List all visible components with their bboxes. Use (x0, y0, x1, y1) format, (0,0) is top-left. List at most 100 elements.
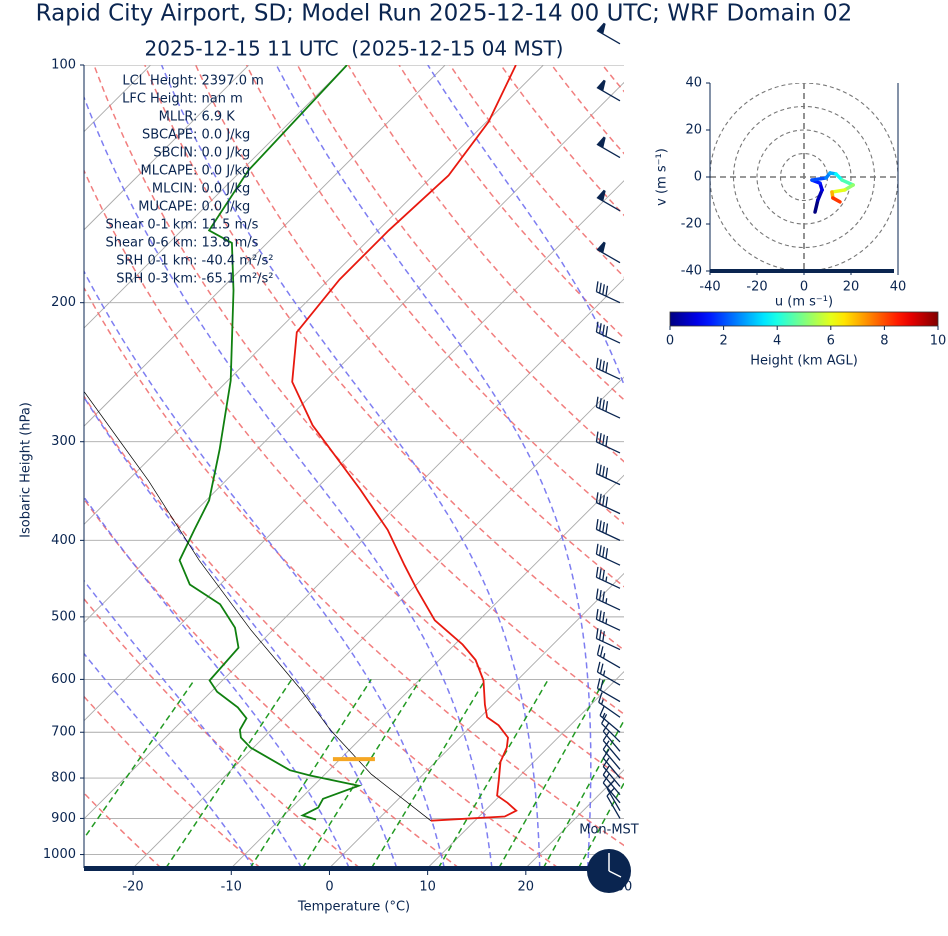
wind-barb (598, 692, 621, 718)
moist-adiabat (84, 652, 255, 868)
isotherm (84, 65, 446, 427)
mixing-line (542, 718, 624, 868)
annotation: MLLR: 6.9 K (159, 110, 236, 125)
x-axis-label: u (m s⁻¹) (775, 295, 833, 310)
x-tick-label: 40 (890, 280, 907, 295)
colorbar-label: Height (km AGL) (750, 354, 858, 369)
wind-barb (596, 22, 621, 45)
wind-barb (595, 396, 621, 419)
y-axis-label: Isobaric Height (hPa) (19, 402, 34, 538)
mixing-line (577, 781, 624, 868)
profile-line (291, 65, 518, 822)
moist-adiabat (84, 269, 446, 868)
isotherm (722, 65, 948, 868)
annotation: MLCAPE: 0.0 J/kg (141, 164, 251, 179)
isotherm (132, 376, 624, 868)
moist-adiabat (160, 65, 541, 868)
y-tick-label: -20 (681, 217, 702, 232)
moist-adiabat (84, 579, 303, 868)
dry-adiabat (245, 65, 624, 525)
dry-adiabat (194, 65, 624, 588)
dry-adiabat (84, 168, 624, 781)
isotherm (230, 474, 624, 868)
isotherm (525, 769, 624, 868)
skewt-axes: 100 200 300 400 500 600 700 800 900 1000 -20 -10 0 10… (19, 22, 639, 915)
wind-barb (606, 787, 621, 819)
colorbar-tick-label: 2 (719, 334, 727, 349)
wind-barb (602, 773, 621, 804)
annotation: Shear 0-1 km: 11.5 m/s (106, 218, 259, 233)
wind-barb (596, 678, 621, 703)
wind-barb (595, 543, 621, 566)
dry-adiabat (449, 65, 624, 278)
colorbar-tick-label: 6 (827, 334, 835, 349)
x-tick-label: 0 (800, 280, 808, 295)
wind-barb (606, 780, 621, 812)
wind-barb (596, 644, 621, 669)
y-tick-label: 500 (51, 609, 76, 624)
isotherm (623, 867, 624, 868)
hodograph-segment (810, 176, 828, 182)
wind-barb (596, 136, 621, 159)
dry-adiabat (84, 597, 361, 868)
mixing-line (301, 679, 422, 868)
moist-adiabat (427, 65, 624, 388)
wind-barb (595, 518, 621, 541)
y-tick-label: 600 (51, 672, 76, 687)
annotation: SRH 0-1 km: -40.4 m²/s² (116, 254, 273, 269)
annotation: SBCIN: 0.0 J/kg (153, 146, 250, 161)
wind-barb (596, 79, 621, 102)
annotation: MLCIN: 0.0 J/kg (152, 182, 250, 197)
ground-bar (710, 269, 894, 273)
x-tick-label: -20 (746, 280, 767, 295)
ground-bar (84, 866, 624, 871)
isotherm (427, 670, 624, 868)
dry-adiabat (499, 65, 624, 217)
moist-adiabat (84, 395, 398, 868)
wind-barb (602, 731, 621, 761)
colorbar-tick-label: 4 (773, 334, 781, 349)
wind-barb (596, 241, 621, 264)
x-tick-label: 0 (325, 880, 333, 895)
wind-barb (599, 705, 621, 733)
wind-barb (595, 566, 621, 589)
y-tick-label: 40 (685, 76, 702, 91)
dry-adiabat (550, 65, 624, 155)
x-tick-label: -20 (122, 880, 143, 895)
y-tick-label: 20 (685, 123, 702, 138)
hodograph-segment (816, 188, 824, 202)
isotherm (84, 81, 624, 624)
hodograph-segment (813, 198, 820, 214)
annotation: MUCAPE: 0.0 J/kg (138, 200, 250, 215)
annotation: Shear 0-6 km: 13.8 m/s (106, 236, 259, 251)
dry-adiabat (84, 497, 460, 868)
isotherm (84, 180, 624, 722)
wind-barb (595, 357, 621, 380)
wind-barb (595, 431, 621, 454)
y-tick-label: 700 (51, 725, 76, 740)
profile-line (84, 390, 432, 821)
wind-barb (595, 608, 621, 631)
moist-adiabat (275, 65, 592, 868)
colorbar (669, 311, 939, 327)
colorbar-tick-label: 10 (930, 334, 947, 349)
y-tick-label: 1000 (43, 847, 76, 862)
y-tick-label: 900 (51, 811, 76, 826)
annotation: SBCAPE: 0.0 J/kg (142, 128, 250, 143)
chart-subtitle: 2025-12-15 11 UTC (2025-12-15 04 MST) (145, 37, 564, 61)
wind-barb (595, 321, 621, 344)
moist-adiabat (84, 95, 493, 868)
mixing-line (249, 678, 372, 868)
moist-adiabat (627, 65, 742, 868)
dry-adiabat (84, 695, 261, 868)
y-tick-label: 200 (51, 295, 76, 310)
wind-barb (595, 588, 621, 611)
dry-adiabat (398, 65, 624, 340)
mixing-line (84, 678, 196, 840)
wind-barb (595, 463, 621, 486)
y-tick-label: 800 (51, 771, 76, 786)
mixing-line (370, 679, 487, 868)
hodograph-plot (710, 83, 898, 271)
